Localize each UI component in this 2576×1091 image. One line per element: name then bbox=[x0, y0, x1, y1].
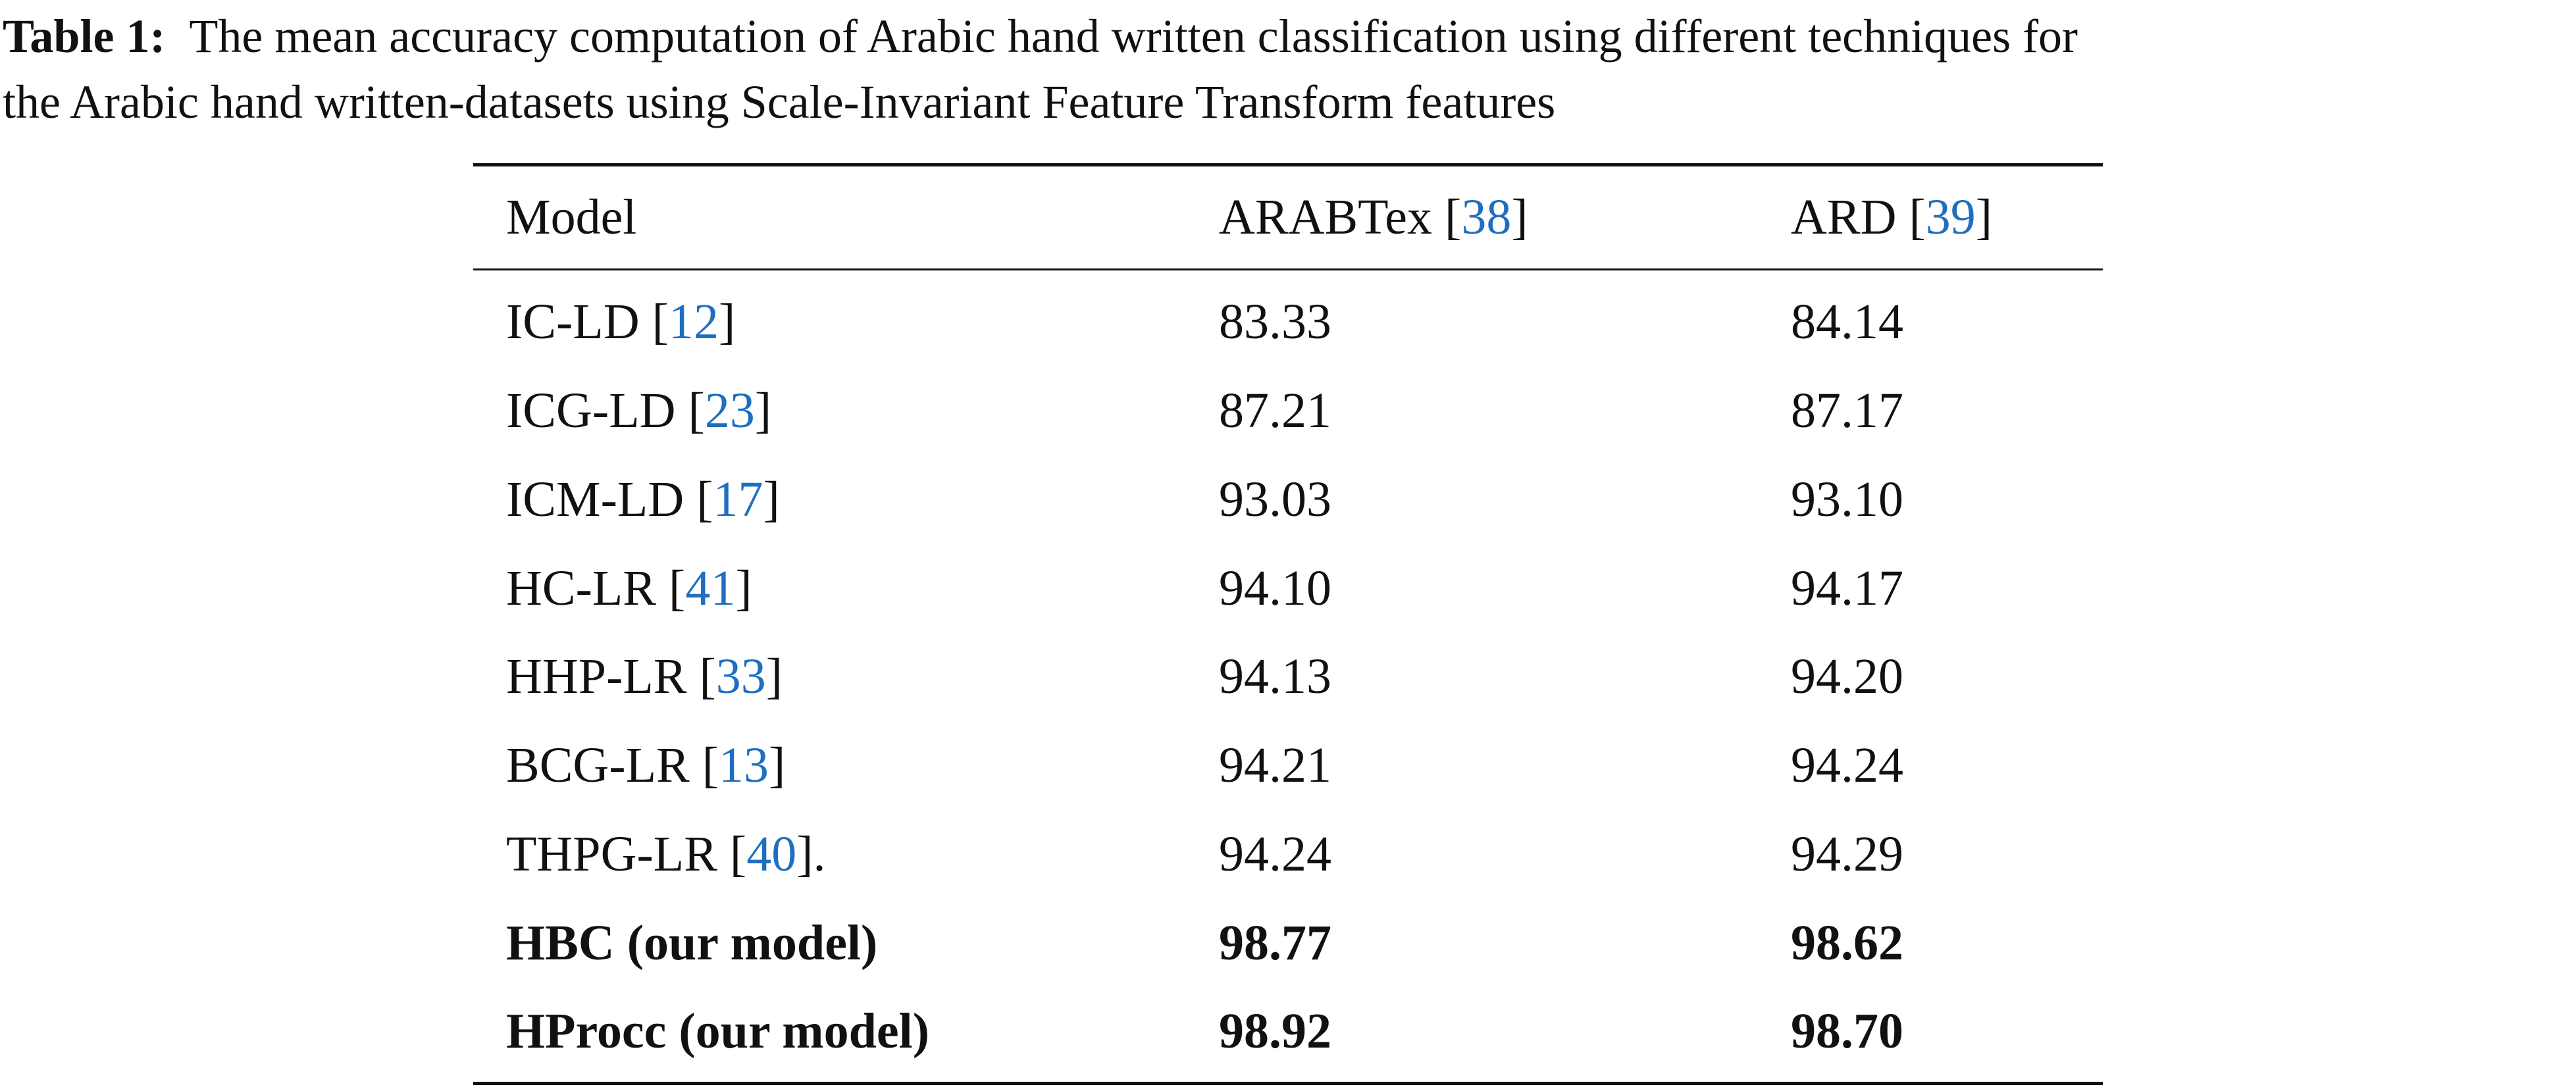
citation: 39 bbox=[1925, 190, 1976, 245]
cell-text: BCG-LR [ bbox=[506, 738, 719, 794]
citation: 23 bbox=[704, 383, 755, 438]
value-cell: 98.62 bbox=[1791, 915, 1903, 971]
cell-text: HHP-LR [ bbox=[506, 649, 716, 705]
header-cell: ARD [39] bbox=[1791, 184, 1992, 250]
cell-text: HBC (our model) bbox=[506, 915, 878, 971]
cell-text: ] bbox=[754, 383, 772, 438]
caption-text: The mean accuracy computation of Arabic … bbox=[189, 10, 2078, 63]
cell-text: ICG-LD [ bbox=[506, 383, 705, 438]
citation: 38 bbox=[1461, 190, 1512, 245]
citation: 13 bbox=[719, 738, 769, 794]
cell-text: ] bbox=[765, 649, 783, 705]
caption-line: the Arabic hand written-datasets using S… bbox=[3, 76, 1556, 128]
caption-line: Table 1: The mean accuracy computation o… bbox=[3, 3, 2078, 69]
value-cell: 94.20 bbox=[1791, 649, 1903, 705]
value-cell: 93.10 bbox=[1791, 471, 1903, 527]
value-cell: 83.33 bbox=[1219, 294, 1331, 350]
cell-text: ] bbox=[1511, 190, 1528, 245]
model-cell: THPG-LR [40]. bbox=[506, 821, 826, 887]
value-cell: 94.17 bbox=[1791, 560, 1903, 616]
value-cell: 94.21 bbox=[1219, 738, 1331, 794]
value-cell: 98.92 bbox=[1219, 1003, 1331, 1059]
cell-text: HProcc (our model) bbox=[506, 1003, 930, 1059]
cell-text: Model bbox=[506, 190, 637, 245]
model-cell: HHP-LR [33] bbox=[506, 644, 783, 709]
cell-text: ] bbox=[718, 294, 736, 350]
value-cell: 87.17 bbox=[1791, 383, 1903, 438]
value-cell: 87.21 bbox=[1219, 383, 1331, 438]
value-cell: 94.24 bbox=[1791, 738, 1903, 794]
header-cell: Model bbox=[506, 184, 636, 250]
bottom-rule bbox=[473, 1082, 2103, 1085]
citation: 17 bbox=[713, 471, 763, 527]
value-cell: 94.24 bbox=[1219, 826, 1331, 882]
top-rule bbox=[473, 163, 2103, 166]
cell-text: ] bbox=[735, 560, 752, 616]
cell-text: ARD [ bbox=[1791, 190, 1926, 245]
model-cell: HC-LR [41] bbox=[506, 555, 752, 621]
value-cell: 84.14 bbox=[1791, 294, 1903, 350]
model-cell: HProcc (our model) bbox=[506, 998, 929, 1064]
citation: 41 bbox=[685, 560, 736, 616]
header-rule bbox=[473, 268, 2103, 270]
value-cell: 94.29 bbox=[1791, 826, 1903, 882]
cell-text: ARABTex [ bbox=[1219, 190, 1462, 245]
cell-text: THPG-LR [ bbox=[506, 826, 747, 882]
value-cell: 93.03 bbox=[1219, 471, 1331, 527]
caption-label: Table 1: bbox=[3, 10, 166, 63]
cell-text: IC-LD [ bbox=[506, 294, 669, 350]
citation: 12 bbox=[668, 294, 719, 350]
cell-text: ]. bbox=[796, 826, 826, 882]
model-cell: ICM-LD [17] bbox=[506, 467, 780, 532]
value-cell: 94.10 bbox=[1219, 560, 1331, 616]
value-cell: 98.77 bbox=[1219, 915, 1331, 971]
cell-text: ICM-LD [ bbox=[506, 471, 713, 527]
cell-text: ] bbox=[769, 738, 786, 794]
model-cell: IC-LD [12] bbox=[506, 289, 735, 355]
header-cell: ARABTex [38] bbox=[1219, 184, 1528, 250]
citation: 33 bbox=[715, 649, 766, 705]
model-cell: BCG-LR [13] bbox=[506, 732, 785, 798]
cell-text: HC-LR [ bbox=[506, 560, 686, 616]
model-cell: ICG-LD [23] bbox=[506, 378, 771, 444]
cell-text: ] bbox=[1975, 190, 1993, 245]
model-cell: HBC (our model) bbox=[506, 910, 877, 976]
value-cell: 98.70 bbox=[1791, 1003, 1903, 1059]
value-cell: 94.13 bbox=[1219, 649, 1331, 705]
citation: 40 bbox=[746, 826, 797, 882]
cell-text: ] bbox=[763, 471, 780, 527]
